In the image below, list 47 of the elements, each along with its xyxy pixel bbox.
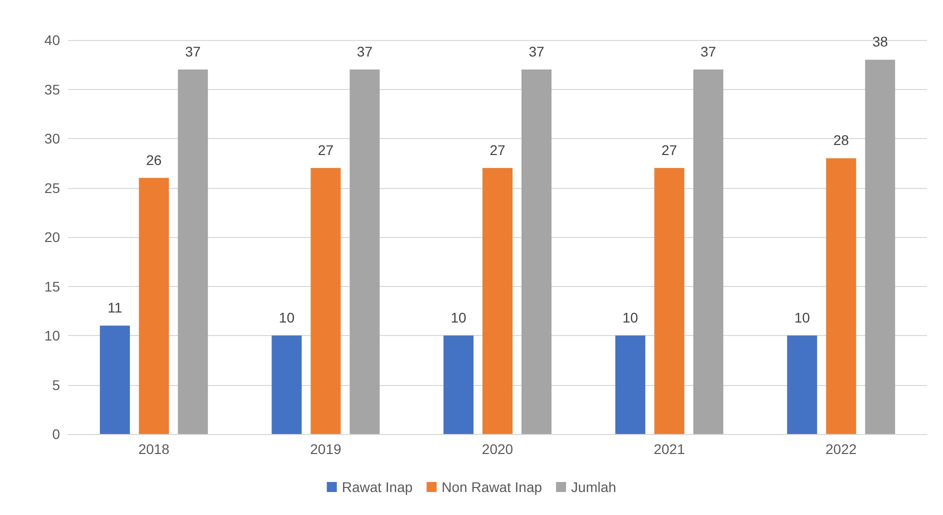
data-label: 37: [185, 44, 201, 60]
data-label: 26: [146, 152, 162, 168]
x-tick-label: 2021: [654, 441, 686, 457]
bar: [482, 168, 512, 434]
x-tick-label: 2019: [310, 441, 342, 457]
data-label: 27: [318, 142, 334, 158]
bar: [522, 70, 552, 434]
y-tick-label: 20: [44, 229, 60, 245]
y-tick-label: 15: [44, 278, 60, 294]
bar: [787, 336, 818, 434]
y-tick-label: 25: [44, 180, 60, 196]
bar: [310, 168, 341, 434]
y-tick-label: 5: [52, 376, 60, 393]
y-tick-label: 40: [44, 32, 60, 48]
x-tick-label: 2022: [826, 441, 857, 457]
bar: [100, 326, 130, 434]
y-tick-label: 35: [44, 81, 60, 98]
legend-label: Non Rawat Inap: [442, 479, 542, 495]
bar: [444, 336, 474, 434]
data-label: 10: [794, 310, 810, 326]
x-tick-label: 2018: [138, 441, 170, 457]
data-label: 37: [700, 44, 716, 60]
data-label: 27: [662, 142, 678, 158]
bar: [826, 158, 856, 434]
bar: [693, 70, 724, 434]
data-label: 10: [450, 310, 466, 326]
bar: [350, 70, 380, 434]
data-label: 28: [833, 132, 850, 148]
legend-label: Jumlah: [571, 479, 616, 495]
bar: [615, 336, 646, 434]
data-label: 10: [622, 310, 638, 326]
y-tick-label: 30: [44, 130, 60, 146]
bar: [654, 168, 684, 434]
y-tick-label: 10: [44, 328, 60, 344]
bar: [138, 178, 169, 434]
data-label: 11: [108, 300, 122, 316]
data-label: 37: [528, 44, 544, 60]
data-label: 38: [872, 34, 888, 50]
bar: [272, 336, 302, 434]
bar: [865, 60, 896, 434]
data-label: 10: [278, 310, 295, 326]
x-tick-label: 2020: [482, 441, 514, 457]
bar: [178, 70, 208, 434]
data-label: 37: [356, 44, 373, 60]
data-label: 27: [490, 142, 506, 158]
y-tick-label: 0: [52, 426, 60, 442]
legend-label: Rawat Inap: [342, 479, 413, 495]
